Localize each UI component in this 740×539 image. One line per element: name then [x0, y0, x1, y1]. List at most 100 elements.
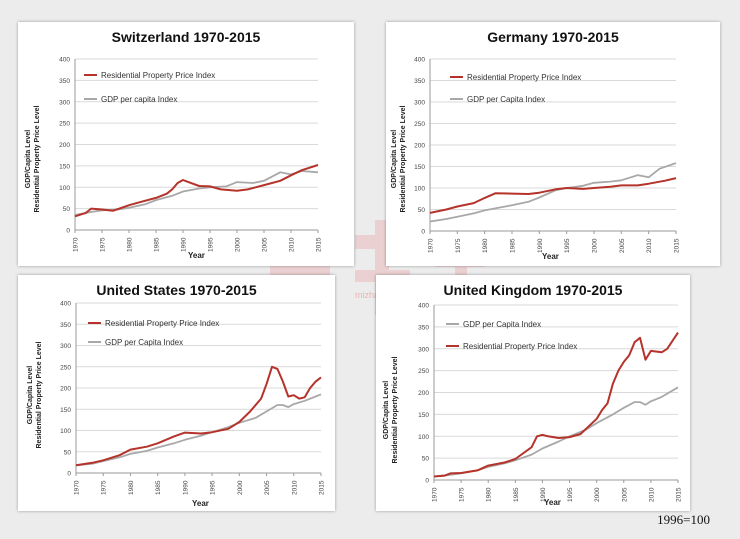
y-tick-label: 0: [421, 229, 425, 236]
x-tick-label: 1975: [455, 238, 462, 253]
y-tick-label: 200: [418, 390, 429, 397]
x-axis-label: Year: [542, 252, 559, 261]
base-year-note: 1996=100: [657, 512, 710, 527]
y-tick-label: 250: [418, 368, 429, 375]
y-tick-label: 200: [60, 386, 71, 393]
chart-panel-germany: Germany 1970-2015 0 50 100 150 200 250 300 350 4…: [386, 22, 720, 266]
x-tick-label: 1990: [182, 480, 189, 495]
x-tick-label: 1980: [128, 480, 135, 495]
chart-title: Germany 1970-2015: [487, 29, 619, 45]
y-axis-label-line: GDP/Capita Level: [383, 380, 390, 440]
series-line-property-price: [429, 177, 677, 214]
series-line-property-price: [433, 332, 679, 478]
series-line-gdp-per-capita: [75, 393, 322, 467]
y-tick-label: 100: [60, 428, 71, 435]
y-tick-label: 100: [414, 186, 425, 193]
x-tick-label: 1995: [567, 487, 574, 502]
legend-item-1: GDP per capita Index: [84, 95, 177, 104]
chart-title: Switzerland 1970-2015: [111, 29, 261, 45]
chart-svg-switzerland: 0 50 100 150 200 250 300 350 400 1970 1975 1980 1985…: [59, 57, 323, 253]
x-tick-label: 2005: [621, 487, 628, 502]
series-line-gdp-per-capita: [429, 162, 677, 223]
legend-swatch: [84, 97, 97, 100]
legend-swatch: [446, 344, 459, 347]
legend-item-0: Residential Property Price Index: [450, 73, 581, 82]
x-tick-label: 1980: [486, 487, 493, 502]
x-tick-label: 1970: [74, 480, 81, 495]
legend-item-0: GDP per Capita Index: [446, 320, 541, 329]
x-tick-label: 2000: [594, 487, 601, 502]
x-axis-label: Year: [544, 498, 561, 507]
legend-item-0: Residential Property Price Index: [88, 319, 219, 328]
x-tick-label: 2015: [674, 238, 681, 253]
y-tick-label: 0: [66, 228, 70, 235]
legend-item-1: GDP per Capita Index: [88, 338, 183, 347]
x-tick-label: 2015: [316, 237, 323, 252]
y-axis-label: GDP/Capita Level Residential Property Pr…: [26, 320, 44, 470]
y-axis-label-line: GDP/Capita Level: [27, 365, 34, 425]
legend-swatch: [450, 75, 463, 78]
x-tick-label: 1975: [459, 487, 466, 502]
chart-title: United Kingdom 1970-2015: [443, 282, 623, 298]
y-tick-label: 50: [418, 207, 426, 214]
legend-label: Residential Property Price Index: [105, 319, 220, 328]
x-tick-label: 1970: [73, 237, 80, 252]
y-tick-label: 50: [63, 206, 71, 213]
legend-swatch: [88, 321, 101, 324]
x-tick-label: 1970: [428, 238, 435, 253]
x-tick-label: 1995: [210, 480, 217, 495]
x-tick-label: 1995: [564, 238, 571, 253]
y-tick-label: 300: [418, 346, 429, 353]
x-axis-label: Year: [188, 251, 205, 260]
y-tick-label: 400: [418, 303, 429, 310]
y-axis-label-line: Residential Property Price Level: [392, 356, 399, 464]
legend-swatch: [84, 73, 97, 76]
y-tick-label: 200: [59, 142, 70, 149]
y-axis-label: GDP/Capita Level Residential Property Pr…: [24, 84, 42, 234]
x-tick-label: 1970: [432, 487, 439, 502]
legend-swatch: [446, 322, 459, 325]
x-tick-label: 2010: [646, 238, 653, 253]
y-tick-label: 150: [418, 412, 429, 419]
y-axis-label-line: GDP/Capita Level: [25, 129, 32, 189]
x-tick-label: 1985: [513, 487, 520, 502]
x-tick-label: 1990: [540, 487, 547, 502]
legend-label: Residential Property Price Index: [463, 342, 578, 351]
x-tick-label: 1985: [154, 237, 161, 252]
series-line-property-price: [74, 164, 319, 218]
y-axis-label: GDP/Capita Level Residential Property Pr…: [390, 84, 408, 234]
chart-panel-united-kingdom: United Kingdom 1970-2015 0 50 100 150 200 250…: [376, 275, 690, 511]
legend-item-0: Residential Property Price Index: [84, 71, 215, 80]
legend-label: GDP per Capita Index: [105, 338, 184, 347]
y-axis-label-line: Residential Property Price Level: [36, 341, 43, 449]
legend-swatch: [450, 97, 463, 100]
chart-svg-united-kingdom: 0 50 100 150 200 250 300 350 400 1970 1975 1980 1985…: [418, 303, 683, 503]
y-tick-label: 150: [414, 164, 425, 171]
legend-label: GDP per Capita Index: [467, 95, 546, 104]
y-tick-label: 300: [59, 99, 70, 106]
series-line-gdp-per-capita: [433, 386, 679, 478]
y-axis-label-line: GDP/Capita Level: [391, 129, 398, 189]
x-tick-label: 2015: [676, 487, 683, 502]
chart-panel-united-states: United States 1970-2015 0 50 100 150 200 250 3…: [18, 275, 335, 511]
y-tick-label: 400: [60, 301, 71, 308]
x-tick-label: 1990: [181, 237, 188, 252]
y-tick-label: 350: [59, 78, 70, 85]
x-tick-label: 2005: [619, 238, 626, 253]
x-tick-label: 2005: [262, 237, 269, 252]
legend-label: GDP per capita Index: [101, 95, 178, 104]
y-axis-label: GDP/Capita Level Residential Property Pr…: [382, 335, 400, 485]
y-axis-label-line: Residential Property Price Level: [400, 105, 407, 213]
y-tick-label: 250: [414, 121, 425, 128]
chart-svg-germany: 0 50 100 150 200 250 300 350 400 1970 1975 1980 1985…: [414, 57, 681, 254]
x-tick-label: 1980: [127, 237, 134, 252]
y-tick-label: 400: [59, 57, 70, 64]
legend-label: Residential Property Price Index: [467, 73, 582, 82]
x-tick-label: 1985: [155, 480, 162, 495]
legend-item-1: Residential Property Price Index: [446, 342, 577, 351]
x-tick-label: 1995: [208, 237, 215, 252]
x-tick-label: 2000: [235, 237, 242, 252]
x-tick-label: 2015: [319, 480, 326, 495]
legend-label: GDP per Capita Index: [463, 320, 542, 329]
x-tick-label: 2000: [237, 480, 244, 495]
